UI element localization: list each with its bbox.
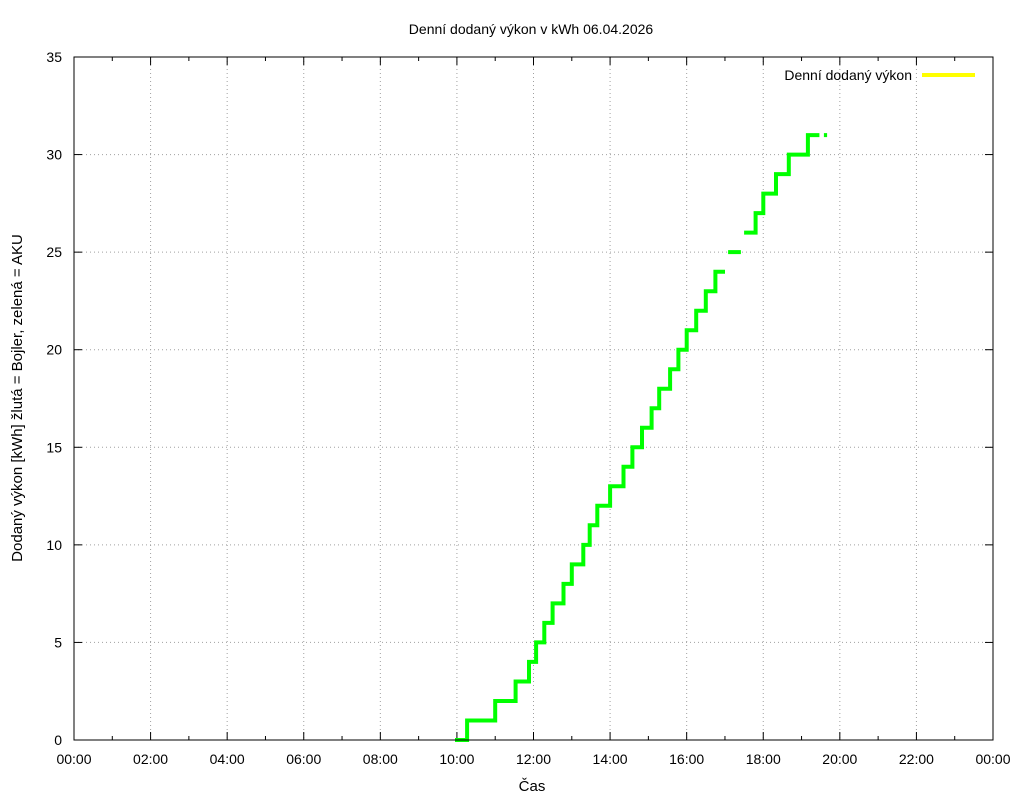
y-axis-label: Dodaný výkon [kWh] žlutá = Bojler, zelen…: [9, 234, 26, 562]
x-tick-label: 00:00: [56, 751, 91, 767]
y-tick-label: 5: [54, 634, 62, 650]
y-tick-label: 25: [46, 244, 62, 260]
x-tick-label: 02:00: [133, 751, 168, 767]
plot-area: [455, 133, 828, 742]
y-tick-label: 35: [46, 49, 62, 65]
grid: [74, 57, 993, 740]
x-tick-label: 06:00: [286, 751, 321, 767]
y-tick-label: 15: [46, 439, 62, 455]
x-tick-label: 04:00: [210, 751, 245, 767]
x-axis-label: Čas: [519, 778, 546, 795]
x-tick-label: 08:00: [363, 751, 398, 767]
chart-title: Denní dodaný výkon v kWh 06.04.2026: [409, 21, 654, 37]
legend: Denní dodaný výkon: [784, 67, 975, 83]
series-line-1: [455, 269, 725, 742]
y-tick-label: 10: [46, 537, 62, 553]
plot-frame: [73, 56, 994, 741]
x-tick-label: 16:00: [669, 751, 704, 767]
legend-label: Denní dodaný výkon: [784, 67, 912, 83]
y-tick-label: 0: [54, 732, 62, 748]
x-tick-label: 14:00: [593, 751, 628, 767]
y-tick-label: 30: [46, 147, 62, 163]
x-tick-label: 10:00: [439, 751, 474, 767]
x-tick-label: 20:00: [822, 751, 857, 767]
axis-ticks: 00:00 02:00 04:00 06:00 08:00 10:00 12:00 14:00…: [46, 49, 1010, 767]
y-tick-label: 20: [46, 342, 62, 358]
x-tick-label: 22:00: [899, 751, 934, 767]
x-tick-label: 18:00: [746, 751, 781, 767]
x-tick-label: 12:00: [516, 751, 551, 767]
x-tick-label: 00:00: [975, 751, 1010, 767]
series-line-1: [744, 133, 820, 235]
